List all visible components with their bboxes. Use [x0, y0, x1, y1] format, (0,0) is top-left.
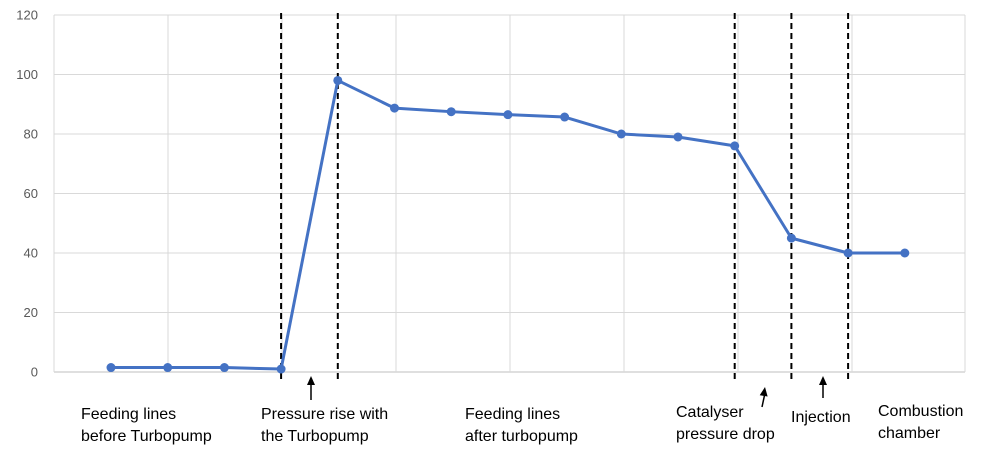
annotation-line: pressure drop	[676, 426, 775, 443]
annotation-line: Injection	[791, 409, 851, 426]
data-point	[673, 132, 683, 142]
annotation-line: Feeding lines	[81, 406, 176, 423]
y-axis-ticks: 0 20 40 60 80 100 120	[16, 8, 38, 380]
data-point	[390, 103, 399, 113]
annotation-line: chamber	[878, 425, 941, 442]
annotation-catalyser: Catalyser pressure drop	[676, 387, 775, 443]
annotation-line: Pressure rise with	[261, 406, 388, 423]
series-line	[111, 78, 905, 371]
data-point	[333, 75, 343, 85]
arrow-head	[819, 376, 827, 385]
y-tick-label: 80	[24, 127, 38, 142]
region-dividers	[280, 13, 850, 379]
annotation-line: Feeding lines	[465, 406, 560, 423]
annotation-line: Catalyser	[676, 404, 744, 421]
annotation-line: after turbopump	[465, 428, 578, 445]
data-point	[106, 363, 116, 373]
annotation-injection: Injection	[791, 376, 851, 426]
y-tick-label: 0	[31, 365, 38, 380]
arrow-head	[307, 376, 315, 385]
annotation-line: Combustion	[878, 403, 963, 420]
data-point	[786, 233, 796, 243]
y-tick-label: 100	[16, 67, 38, 82]
annotation-feed-before: Feeding lines before Turbopump	[81, 406, 212, 445]
y-tick-label: 20	[24, 305, 38, 320]
data-point	[219, 363, 229, 373]
series-group	[106, 75, 910, 374]
data-point	[560, 112, 570, 122]
y-tick-label: 40	[24, 246, 38, 261]
annotation-line: before Turbopump	[81, 428, 212, 445]
data-point	[900, 248, 910, 258]
annotation-pressure-rise: Pressure rise with the Turbopump	[261, 376, 388, 445]
data-point	[276, 364, 286, 374]
annotation-feed-after: Feeding lines after turbopump	[465, 406, 578, 445]
gridlines	[53, 14, 966, 373]
data-point	[163, 363, 173, 373]
annotation-line: the Turbopump	[261, 428, 369, 445]
arrow-head	[759, 387, 768, 397]
region-annotations: Feeding lines before Turbopump Pressure ri…	[81, 376, 963, 445]
data-point	[843, 248, 853, 258]
data-point	[446, 107, 456, 117]
y-tick-label: 60	[24, 186, 38, 201]
data-point	[730, 141, 740, 151]
annotation-combustion: Combustion chamber	[878, 403, 963, 442]
data-point	[503, 110, 513, 120]
data-point	[616, 129, 626, 139]
y-tick-label: 120	[16, 8, 38, 23]
